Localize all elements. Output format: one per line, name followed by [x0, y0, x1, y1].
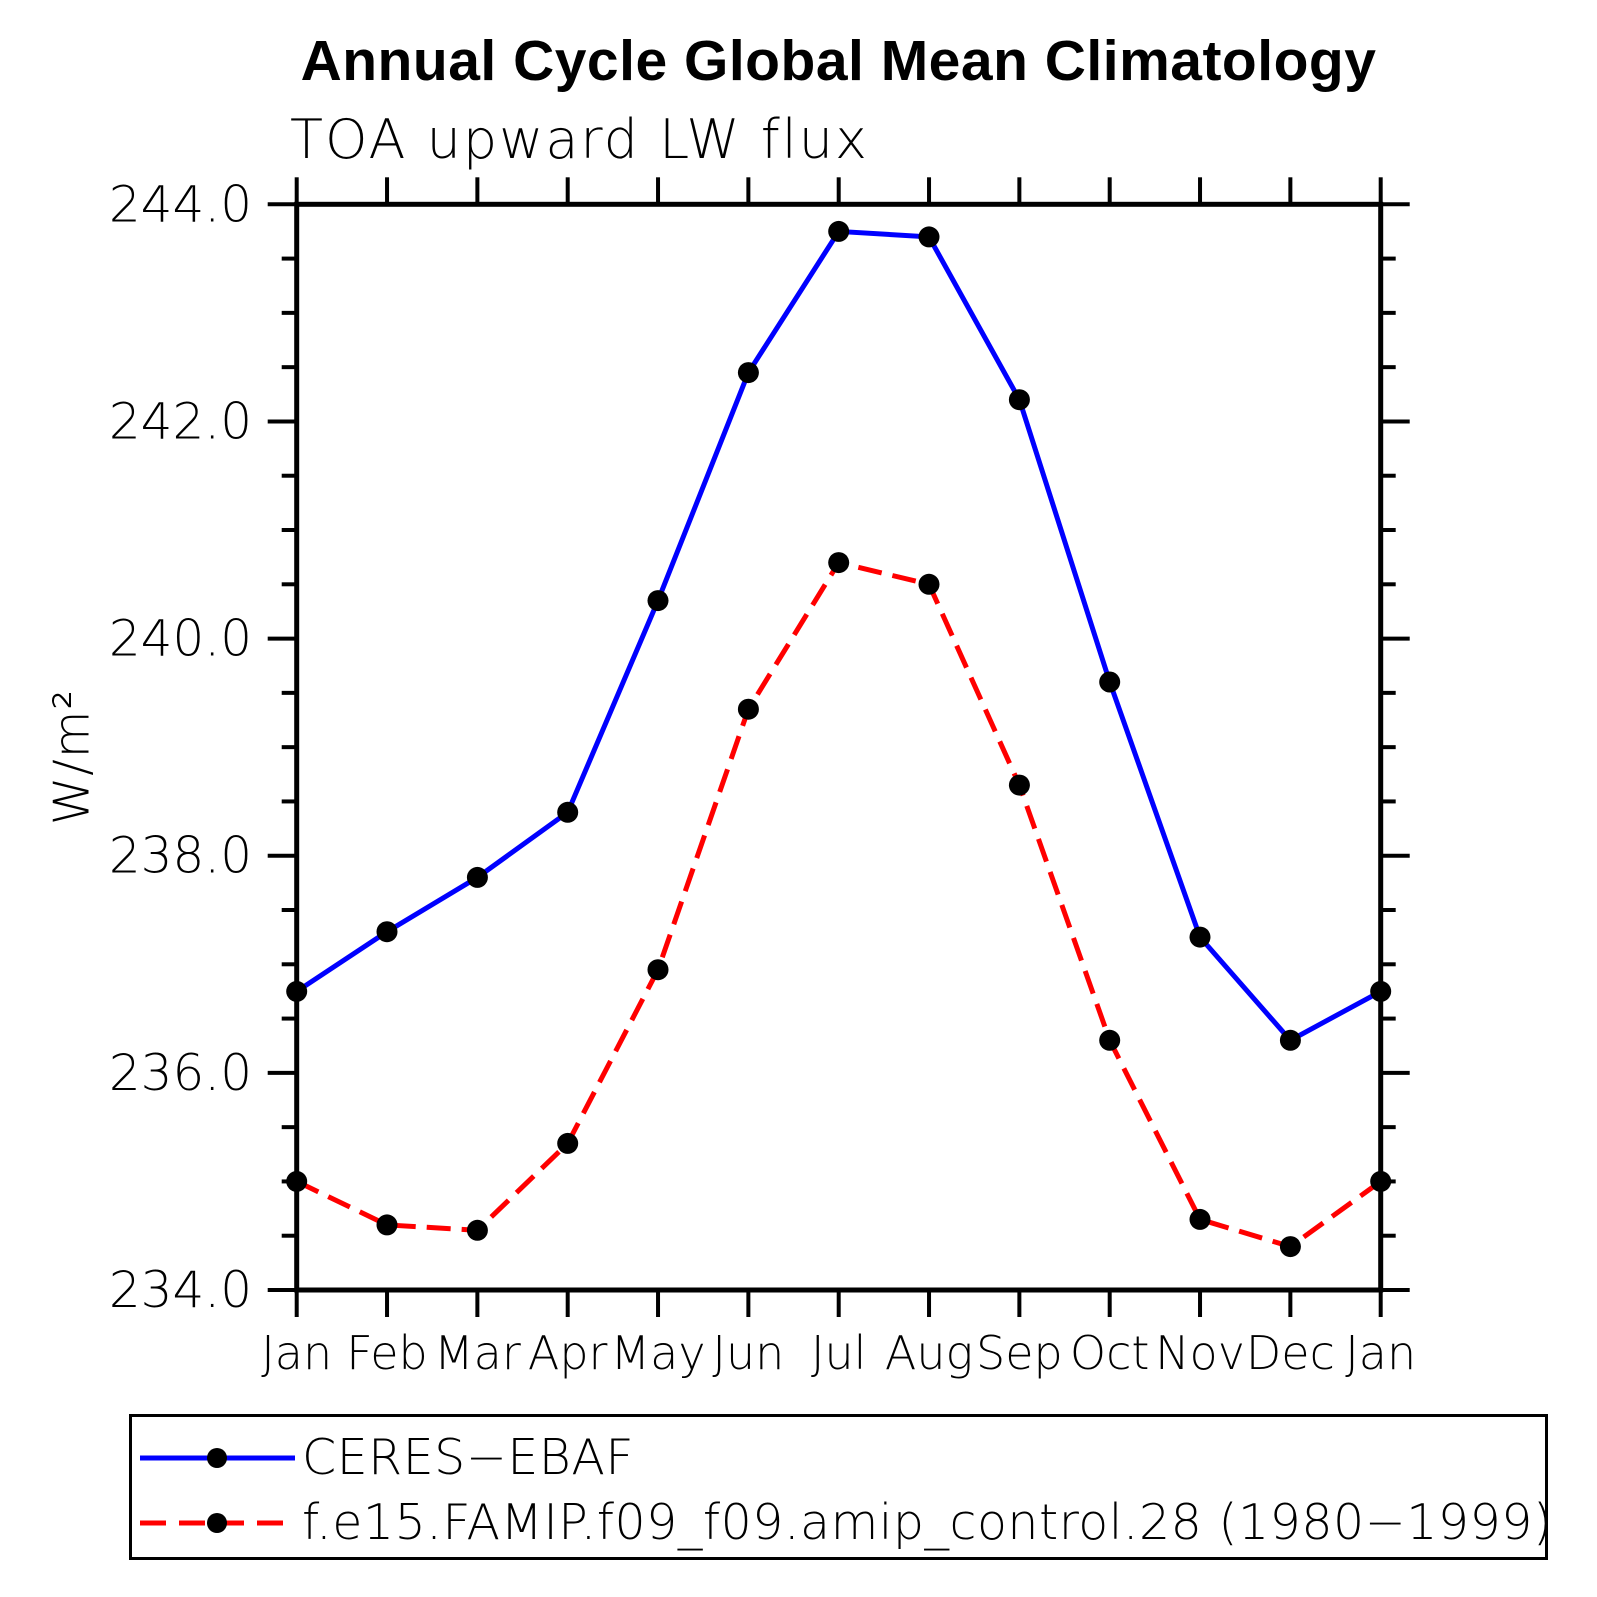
data-point-marker: [828, 552, 850, 574]
x-axis-ticks: [294, 177, 1383, 1317]
y-tick-label: 236.0: [109, 1044, 252, 1102]
data-point-marker: [1370, 1170, 1392, 1192]
legend-entry-ceres: CERES−EBAF: [138, 1429, 635, 1486]
series-markers-0: [286, 220, 1392, 1051]
data-point-marker: [376, 1214, 398, 1236]
data-point-marker: [1099, 1029, 1121, 1051]
data-point-marker: [918, 226, 940, 248]
chart-subtitle: TOA upward LW flux: [290, 108, 869, 171]
x-axis-tick-labels: Jan Feb Mar Apr May Jun Jul Aug Sep Oct Nov Dec Jan: [261, 1326, 1416, 1380]
data-point-marker: [737, 698, 759, 720]
series-line-0: [295, 228, 1382, 1044]
x-tick-label: Jul: [811, 1326, 867, 1380]
data-point-marker: [647, 590, 669, 612]
data-point-marker: [376, 921, 398, 943]
data-point-marker: [1099, 671, 1121, 693]
data-point-marker: [918, 573, 940, 595]
data-point-marker: [466, 1219, 488, 1241]
series-markers-1: [286, 552, 1392, 1258]
y-tick-label: 240.0: [109, 610, 252, 668]
data-point-marker: [1279, 1236, 1301, 1258]
y-axis-tick-labels: 234.0 236.0 238.0 240.0 242.0 244.0: [109, 175, 252, 1319]
data-point-marker: [557, 801, 579, 823]
x-tick-label: Jun: [712, 1326, 784, 1380]
x-tick-label: Apr: [528, 1326, 608, 1380]
data-point-marker: [466, 866, 488, 888]
x-tick-label: Oct: [1070, 1326, 1150, 1380]
data-point-marker: [1370, 980, 1392, 1002]
x-tick-label: May: [610, 1326, 705, 1380]
x-tick-label: Mar: [434, 1326, 521, 1380]
data-point-marker: [1189, 1208, 1211, 1230]
plot-frame: [294, 201, 1384, 1293]
legend-entry-model: f.e15.FAMIP.f09_f09.amip_control.28 (198…: [138, 1494, 1553, 1551]
legend-label: f.e15.FAMIP.f09_f09.amip_control.28 (198…: [302, 1494, 1553, 1551]
x-tick-label: Nov: [1155, 1326, 1245, 1380]
data-point-marker: [1008, 389, 1030, 411]
data-point-marker: [286, 980, 308, 1002]
data-point-marker: [737, 362, 759, 384]
x-tick-label: Sep: [976, 1326, 1063, 1380]
data-point-marker: [1279, 1029, 1301, 1051]
data-point-marker: [557, 1132, 579, 1154]
y-tick-label: 242.0: [109, 392, 252, 450]
legend-sample-line-dashed: [140, 1513, 295, 1533]
legend-label: CERES−EBAF: [302, 1429, 635, 1486]
x-tick-label: Jan: [261, 1326, 332, 1380]
y-tick-label: 238.0: [109, 827, 252, 885]
y-tick-label: 244.0: [109, 175, 252, 233]
data-point-marker: [1008, 774, 1030, 796]
series-line-1: [295, 559, 1383, 1250]
x-tick-label: Feb: [346, 1326, 427, 1380]
x-tick-label: Jan: [1345, 1326, 1416, 1380]
data-point-marker: [1189, 926, 1211, 948]
y-axis-ticks: [267, 202, 1410, 1292]
data-point-marker: [647, 959, 669, 981]
legend-sample-line-solid: [140, 1448, 295, 1468]
data-point-marker: [828, 220, 850, 242]
x-tick-label: Dec: [1246, 1326, 1335, 1380]
legend-box: CERES−EBAF f.e15.FAMIP.f09_f09.amip_cont…: [129, 1414, 1552, 1560]
legend-marker-0: [207, 1448, 227, 1468]
chart-title: Annual Cycle Global Mean Climatology: [300, 29, 1377, 93]
x-tick-label: Aug: [885, 1326, 973, 1380]
y-tick-label: 234.0: [109, 1261, 252, 1319]
legend-marker-1: [207, 1513, 227, 1533]
data-point-marker: [286, 1170, 308, 1192]
